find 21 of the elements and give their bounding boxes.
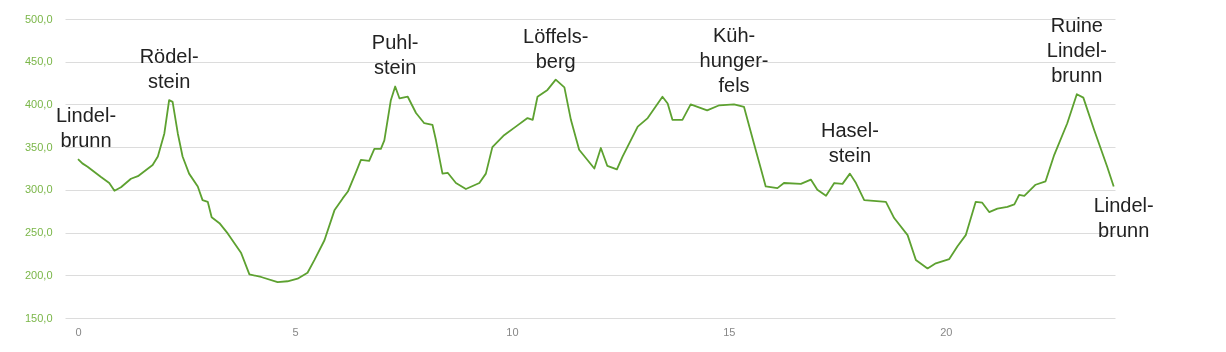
annotation: Hasel- stein: [821, 118, 879, 166]
annotation: Puhl- stein: [371, 31, 419, 79]
y-tick-label: 350,0: [24, 140, 53, 153]
x-tick-label: 20: [940, 325, 953, 338]
y-tick-label: 200,0: [24, 268, 53, 281]
y-tick-label: 300,0: [24, 183, 53, 196]
annotation: Lindel- brunn: [55, 104, 117, 152]
y-tick-label: 150,0: [24, 311, 53, 324]
annotation: Löffels- berg: [523, 24, 589, 72]
x-tick-label: 0: [75, 325, 82, 338]
annotation: Lindel- brunn: [1093, 194, 1154, 242]
y-tick-label: 400,0: [24, 97, 53, 110]
y-tick-label: 450,0: [24, 55, 53, 68]
annotation: Ruine Lindel- brunn: [1046, 14, 1107, 87]
annotation: Rödel- stein: [139, 45, 199, 93]
x-tick-label: 10: [506, 325, 519, 338]
y-tick-label: 500,0: [24, 12, 53, 25]
y-tick-label: 250,0: [24, 226, 53, 239]
annotation: Küh- hunger- fels: [699, 24, 769, 97]
x-tick-label: 15: [723, 325, 736, 338]
x-tick-label: 5: [292, 325, 299, 338]
